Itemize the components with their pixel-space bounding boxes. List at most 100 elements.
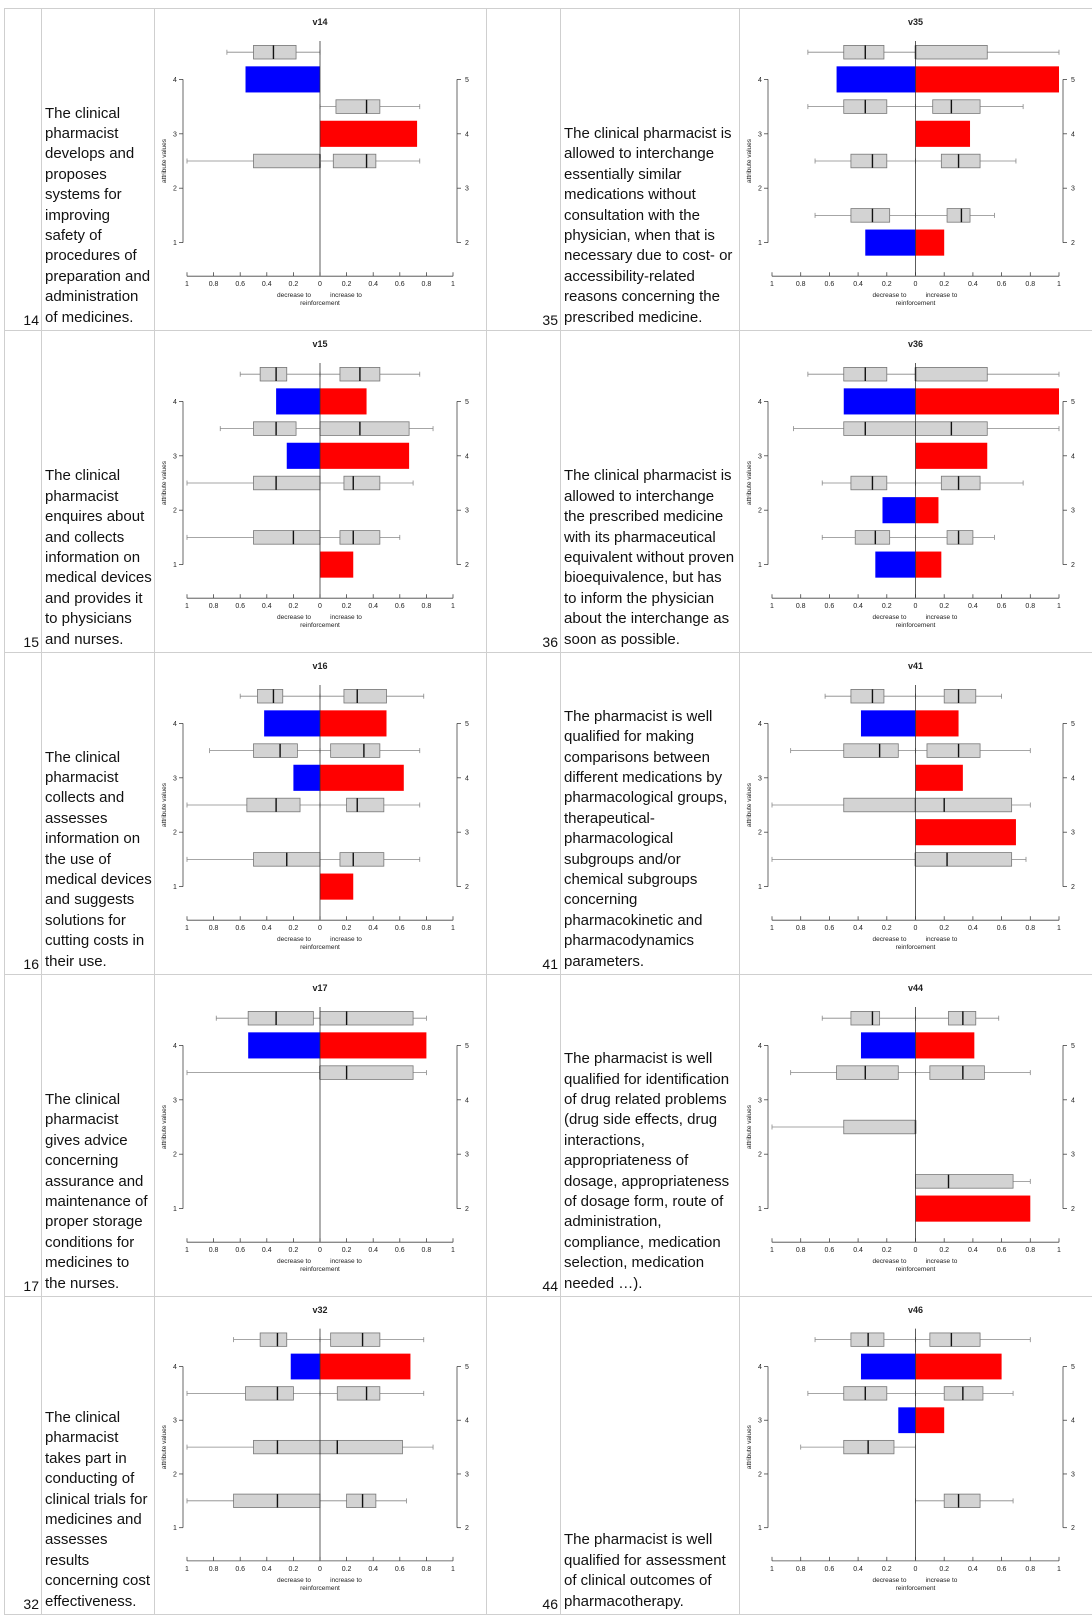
boxplot [219,421,321,436]
boxplot [239,689,321,704]
y-left-tick-label: 3 [173,1097,177,1104]
x-axis: 1 0.8 0.6 0.4 0.2 0 0.2 0.4 0.6 0.8 1 decrease to in… [185,594,455,629]
x-axis-label-increase: increase to [330,1577,362,1584]
x-tick-label: 0.2 [342,603,352,610]
y-left-tick-label: 3 [173,453,177,460]
x-tick-label: 0.4 [262,925,272,932]
boxplot [319,475,414,491]
x-axis-label-decrease: decrease to [873,614,907,621]
x-axis-label-increase: increase to [926,1258,958,1265]
y-right-tick-label: 5 [465,77,469,84]
diverging-bar-boxplot-chart: v46 1 2 3 4 attribute values 2 3 4 5 1 0.8 0.6 0.4 0.2… [746,1305,1075,1592]
x-axis-label-reinforcement: reinforcement [896,1266,936,1273]
y-axis-label: attribute values [161,1424,168,1469]
y-left-tick-label: 4 [173,1043,177,1050]
y-right-tick-label: 2 [1071,562,1075,569]
x-axis-label-increase: increase to [330,936,362,943]
y-right-tick-label: 5 [1071,1043,1075,1050]
boxplot [915,1065,1031,1080]
x-tick-label: 0.6 [395,925,405,932]
y-right-tick-label: 3 [1071,1471,1075,1478]
x-tick-label: 1 [770,1247,774,1254]
x-tick-label: 0.4 [968,1566,978,1573]
increase-bar [915,710,959,737]
y-axis-left: 1 2 3 4 attribute values [161,1043,184,1213]
y-right-tick-label: 2 [465,1206,469,1213]
x-axis-label-decrease: decrease to [873,1577,907,1584]
y-left-tick-label: 4 [758,721,762,728]
survey-row: 14 The clinical pharmacist develops and p… [4,8,1092,331]
y-axis-left: 1 2 3 4 attribute values [161,1364,184,1532]
boxplot [186,852,321,867]
x-tick-label: 0 [318,603,322,610]
y-right-tick-label: 4 [1071,1418,1075,1425]
y-left-tick-label: 1 [758,240,762,247]
chart-panel: v41 1 2 3 4 attribute values 2 3 4 5 1 0.8 0.6 0.4 0.2… [739,652,1092,975]
x-tick-label: 0.2 [289,603,299,610]
y-left-tick-label: 1 [173,884,177,891]
item-number: 41 [486,652,561,975]
y-left-tick-label: 4 [173,1364,177,1371]
increase-bar [915,1353,1002,1380]
x-tick-label: 0.6 [395,1566,405,1573]
increase-bar [320,120,418,147]
x-axis-label-increase: increase to [330,1258,362,1265]
boxplot [790,1065,916,1080]
boxplot [186,1065,321,1080]
y-left-tick-label: 3 [758,131,762,138]
chart-title: v15 [312,339,327,349]
x-tick-label: 0.8 [796,603,806,610]
increase-bar [320,710,387,737]
x-tick-label: 0.4 [853,1566,863,1573]
x-tick-label: 0.2 [342,1566,352,1573]
boxplot [807,1386,916,1401]
x-axis: 1 0.8 0.6 0.4 0.2 0 0.2 0.4 0.6 0.8 1 decrease to in… [185,916,455,951]
y-left-tick-label: 2 [758,830,762,837]
boxplot [915,1386,1014,1401]
diverging-bar-boxplot-chart: v41 1 2 3 4 attribute values 2 3 4 5 1 0.8 0.6 0.4 0.2… [746,661,1075,951]
x-tick-label: 0.8 [209,281,219,288]
x-tick-label: 0.6 [235,1247,245,1254]
decrease-bar [293,764,320,791]
x-tick-label: 0 [914,925,918,932]
x-tick-label: 0.6 [997,603,1007,610]
x-tick-label: 1 [1057,1566,1061,1573]
x-tick-label: 1 [770,925,774,932]
y-right-tick-label: 3 [465,830,469,837]
boxplot [915,208,995,223]
chart-title: v16 [312,661,327,671]
x-tick-label: 0.6 [395,603,405,610]
boxplot [915,852,1027,867]
increase-bar [915,764,963,791]
x-tick-label: 1 [770,1566,774,1573]
boxplot [319,797,421,813]
x-axis-label-increase: increase to [330,614,362,621]
y-right-tick-label: 3 [465,1471,469,1478]
x-tick-label: 0.8 [422,603,432,610]
survey-row: 32 The clinical pharmacist takes part in … [4,1296,1092,1615]
item-number: 36 [486,330,561,653]
y-left-tick-label: 1 [173,1206,177,1213]
decrease-bar [248,1032,320,1059]
x-tick-label: 0.6 [235,281,245,288]
boxplot [319,689,425,704]
x-axis-label-increase: increase to [926,614,958,621]
y-axis-right: 2 3 4 5 [456,77,469,247]
boxplot [186,1439,321,1455]
increase-bar [320,1032,427,1059]
survey-row: 17 The clinical pharmacist gives advice c… [4,974,1092,1297]
x-tick-label: 0.4 [262,281,272,288]
boxplot [800,1439,916,1455]
item-statement: The clinical pharmacist is allowed to in… [560,330,740,653]
boxplot [915,421,1060,436]
x-tick-label: 0.2 [939,1566,949,1573]
x-axis-label-increase: increase to [330,292,362,299]
x-tick-label: 0.4 [368,281,378,288]
boxplot [807,367,916,382]
x-axis: 1 0.8 0.6 0.4 0.2 0 0.2 0.4 0.6 0.8 1 decrease to in… [770,916,1061,951]
boxplot [239,367,321,382]
increase-bar [915,1407,945,1434]
x-axis: 1 0.8 0.6 0.4 0.2 0 0.2 0.4 0.6 0.8 1 decrease to in… [770,594,1061,629]
x-tick-label: 0.4 [968,603,978,610]
x-axis-label-increase: increase to [926,936,958,943]
